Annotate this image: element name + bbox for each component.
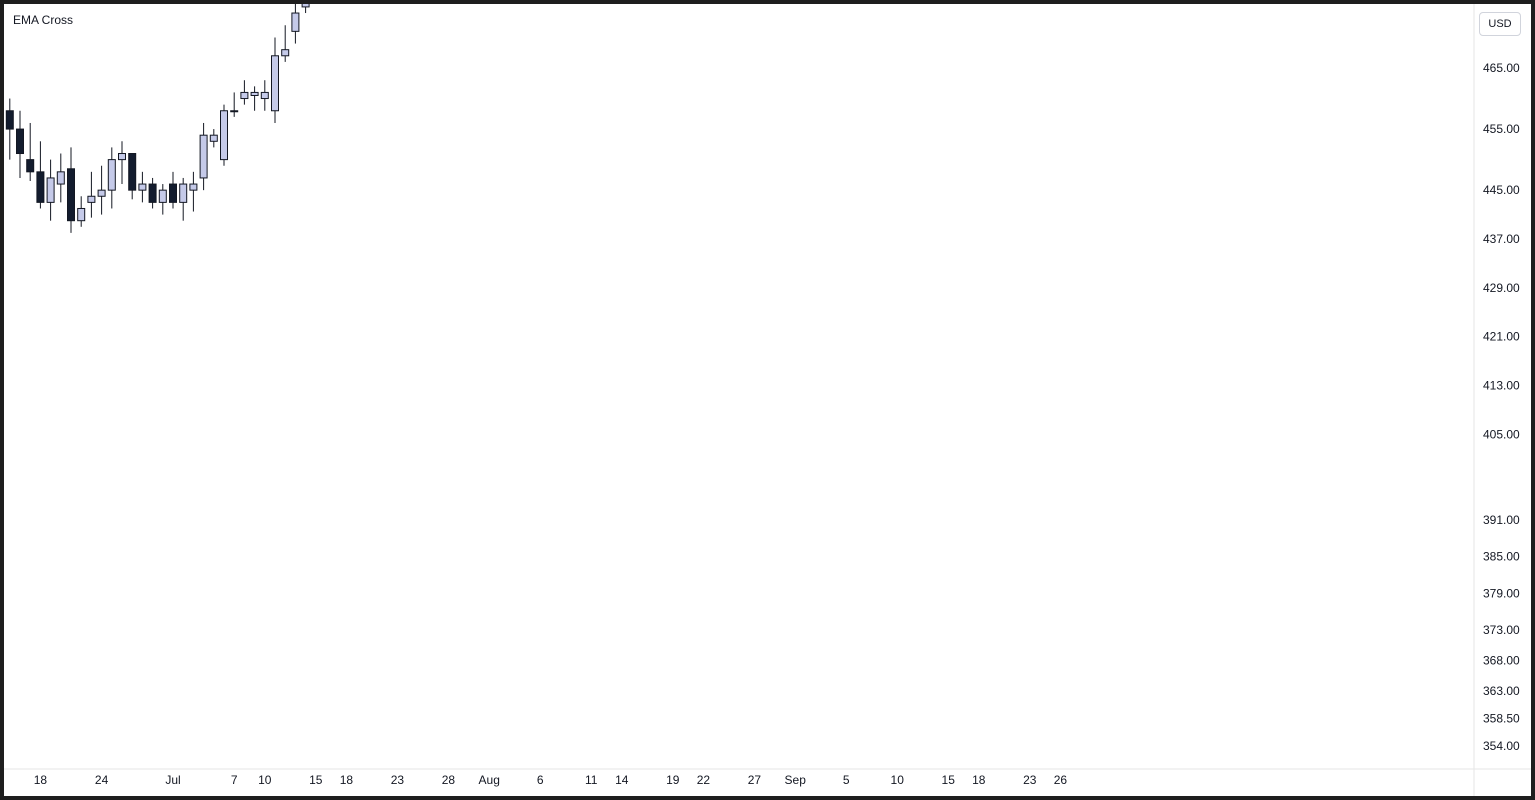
candle-body xyxy=(67,168,75,222)
candle-body xyxy=(128,153,137,191)
price-tick-label: 391.00 xyxy=(1483,513,1520,527)
price-tick-label: 363.00 xyxy=(1483,684,1520,698)
candle-body xyxy=(158,189,167,203)
time-tick-label: 18 xyxy=(34,773,48,787)
time-tick-label: 28 xyxy=(442,773,456,787)
time-tick-label: Jul xyxy=(165,773,180,787)
time-tick-label: 15 xyxy=(309,773,323,787)
price-tick-label: 373.00 xyxy=(1483,623,1520,637)
candle-body xyxy=(281,49,290,57)
time-tick-label: 10 xyxy=(891,773,905,787)
candle-body xyxy=(169,183,177,203)
time-tick-label: Aug xyxy=(479,773,500,787)
time-tick-label: 24 xyxy=(95,773,109,787)
price-tick-label: 358.50 xyxy=(1483,711,1520,725)
candle-body xyxy=(118,153,126,161)
candle-body xyxy=(301,4,310,8)
price-tick-label: 354.00 xyxy=(1483,739,1520,753)
candle-body xyxy=(260,91,269,100)
time-tick-label: 18 xyxy=(340,773,354,787)
candle-body xyxy=(138,183,147,191)
time-tick-label: Sep xyxy=(785,773,807,787)
time-tick-label: 26 xyxy=(1054,773,1068,787)
time-tick-label: 15 xyxy=(942,773,956,787)
currency-button[interactable]: USD xyxy=(1479,12,1521,36)
candle-body xyxy=(26,159,35,173)
price-tick-label: 421.00 xyxy=(1483,330,1520,344)
candle-body xyxy=(36,171,45,203)
candle-body xyxy=(16,128,24,155)
candle-body xyxy=(77,207,86,222)
price-tick-label: 413.00 xyxy=(1483,379,1520,393)
price-tick-label: 465.00 xyxy=(1483,61,1520,75)
candle-body xyxy=(97,189,106,197)
time-tick-label: 10 xyxy=(258,773,272,787)
candle-body xyxy=(107,159,116,191)
price-tick-label: 379.00 xyxy=(1483,586,1520,600)
candle-body xyxy=(220,110,228,161)
price-tick-label: 437.00 xyxy=(1483,232,1520,246)
time-tick-label: 18 xyxy=(972,773,986,787)
candle-body xyxy=(87,195,96,203)
candle-body xyxy=(250,91,259,96)
time-tick-label: 22 xyxy=(697,773,711,787)
time-tick-label: 5 xyxy=(843,773,850,787)
price-tick-label: 455.00 xyxy=(1483,122,1520,136)
candle-body xyxy=(240,91,249,100)
time-tick-label: 27 xyxy=(748,773,762,787)
time-tick-label: 14 xyxy=(615,773,629,787)
price-tick-label: 368.00 xyxy=(1483,653,1520,667)
time-tick-label: 23 xyxy=(391,773,405,787)
candle-body xyxy=(230,110,239,113)
candle-body xyxy=(179,183,188,203)
price-tick-label: 429.00 xyxy=(1483,281,1520,295)
candle-body xyxy=(5,110,14,130)
candle-body xyxy=(189,183,198,191)
price-tick-label: 445.00 xyxy=(1483,183,1520,197)
price-tick-label: 385.00 xyxy=(1483,550,1520,564)
time-tick-label: 11 xyxy=(585,773,598,787)
chart-svg[interactable]: 465.00 455.00 445.00 437.00 429.00 421.00 413.… xyxy=(4,4,1531,796)
chart-frame: 465.00 455.00 445.00 437.00 429.00 421.00 413.… xyxy=(4,4,1531,796)
candle-body xyxy=(148,183,157,203)
candle-body xyxy=(56,171,65,185)
time-tick-label: 7 xyxy=(231,773,238,787)
time-tick-label: 19 xyxy=(666,773,680,787)
candle-body xyxy=(199,134,208,179)
candle-body xyxy=(291,12,300,32)
indicator-title[interactable]: EMA Cross xyxy=(13,13,74,27)
candle-body xyxy=(46,177,55,203)
candle-body xyxy=(271,55,279,112)
time-tick-label: 6 xyxy=(537,773,544,787)
price-tick-label: 405.00 xyxy=(1483,427,1520,441)
candle-body xyxy=(209,134,218,142)
time-tick-label: 23 xyxy=(1023,773,1037,787)
